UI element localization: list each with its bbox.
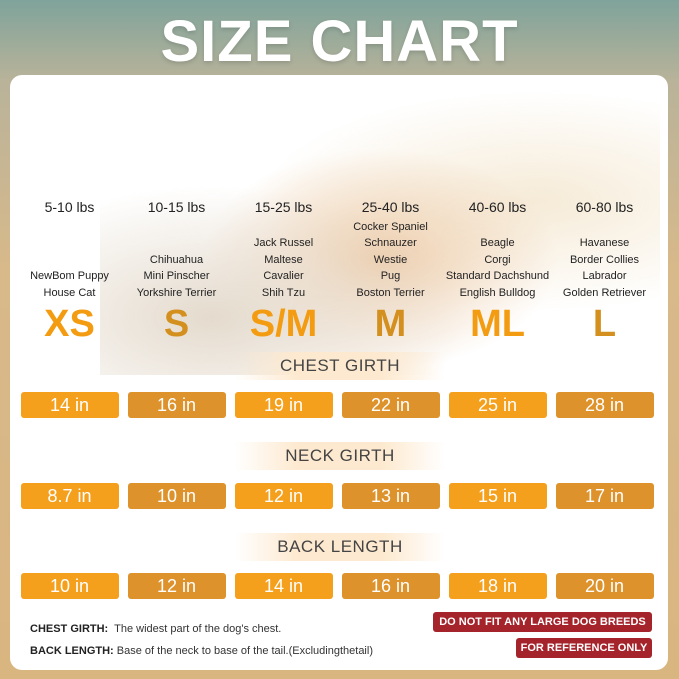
size-label: M	[374, 303, 407, 345]
weight-range: 5-10 lbs	[44, 199, 95, 215]
breed-name: Corgi	[484, 253, 511, 266]
breed-name: English Bulldog	[459, 286, 536, 299]
chest-girth-note: CHEST GIRTH: The widest part of the dog'…	[30, 623, 281, 635]
size-label: L	[592, 303, 617, 345]
breed-name: Standard Dachshund	[445, 270, 550, 282]
breed-name: Border Collies	[569, 253, 640, 266]
breed-name: Cocker Spaniel	[353, 220, 428, 233]
back-length-value: 14 in	[234, 573, 333, 599]
chest-girth-value: 16 in	[127, 392, 226, 418]
breed-name: Cavalier	[263, 270, 304, 282]
neck-girth-value: 8.7 in	[20, 483, 119, 509]
back-length-value: 12 in	[127, 573, 226, 599]
large-breed-warning-badge: DO NOT FIT ANY LARGE DOG BREEDS	[433, 612, 652, 632]
breed-name: House Cat	[43, 286, 96, 299]
breed-name: Beagle	[480, 237, 515, 249]
breed-name: Jack Russel	[253, 237, 314, 249]
back-length-note: BACK LENGTH: Base of the neck to base of…	[30, 645, 373, 657]
breed-name: Havanese	[579, 237, 630, 249]
weight-range: 25-40 lbs	[361, 199, 420, 215]
chest-girth-value: 22 in	[341, 392, 440, 418]
breed-list: NewBom Puppy House Cat	[16, 268, 123, 301]
reference-only-badge: FOR REFERENCE ONLY	[516, 638, 652, 658]
note-text: Base of the neck to base of the tail.(Ex…	[116, 645, 373, 657]
weight-range: 10-15 lbs	[147, 199, 206, 215]
breed-list: Chihuahua Mini Pinscher Yorkshire Terrier	[123, 252, 230, 302]
neck-girth-value: 17 in	[555, 483, 654, 509]
breed-name: Mini Pinscher	[143, 270, 210, 282]
weight-range: 60-80 lbs	[575, 199, 634, 215]
chest-girth-value: 25 in	[448, 392, 547, 418]
back-length-header: BACK LENGTH	[235, 533, 445, 561]
neck-girth-value: 13 in	[341, 483, 440, 509]
note-label: CHEST GIRTH:	[30, 623, 109, 635]
note-label: BACK LENGTH:	[30, 645, 114, 657]
back-length-value: 16 in	[341, 573, 440, 599]
chest-girth-value: 28 in	[555, 392, 654, 418]
weight-range: 40-60 lbs	[468, 199, 527, 215]
note-text: The widest part of the dog's chest.	[114, 623, 282, 635]
back-length-value: 20 in	[555, 573, 654, 599]
breed-name: Maltese	[264, 253, 303, 266]
breed-name: Chihuahua	[149, 253, 204, 266]
weight-range: 15-25 lbs	[254, 199, 313, 215]
neck-girth-value: 12 in	[234, 483, 333, 509]
back-length-value: 10 in	[20, 573, 119, 599]
neck-girth-value: 15 in	[448, 483, 547, 509]
breed-list: Beagle Corgi Standard Dachshund English Bul…	[444, 235, 551, 301]
chest-girth-header: CHEST GIRTH	[235, 352, 445, 380]
breed-name: Schnauzer	[364, 237, 417, 249]
back-length-value: 18 in	[448, 573, 547, 599]
breed-name: Golden Retriever	[562, 286, 647, 299]
neck-girth-header: NECK GIRTH	[235, 442, 445, 470]
size-chart-card: 5-10 lbs NewBom Puppy House Cat XS 14 in 8.7 …	[10, 75, 668, 670]
dogs-photo	[100, 85, 660, 375]
breed-name: Westie	[373, 253, 408, 266]
breed-list: Havanese Border Collies Labrador Golden Ret…	[551, 235, 658, 301]
size-label: S	[163, 303, 190, 345]
chest-girth-value: 19 in	[234, 392, 333, 418]
breed-name: Boston Terrier	[356, 286, 425, 299]
breed-name: NewBom Puppy	[30, 270, 109, 282]
page-title: SIZE CHART	[160, 9, 519, 74]
chest-girth-value: 14 in	[20, 392, 119, 418]
breed-name: Shih Tzu	[261, 286, 306, 299]
breed-list: Jack Russel Maltese Cavalier Shih Tzu	[230, 235, 337, 301]
neck-girth-value: 10 in	[127, 483, 226, 509]
breed-list: Cocker Spaniel Schnauzer Westie Pug Boston T…	[337, 219, 444, 302]
size-label: XS	[44, 303, 95, 345]
breed-name: Yorkshire Terrier	[136, 286, 217, 299]
size-label: ML	[470, 303, 525, 345]
breed-name: Labrador	[582, 270, 627, 282]
breed-name: Pug	[380, 270, 401, 282]
size-label: S/M	[249, 303, 318, 345]
